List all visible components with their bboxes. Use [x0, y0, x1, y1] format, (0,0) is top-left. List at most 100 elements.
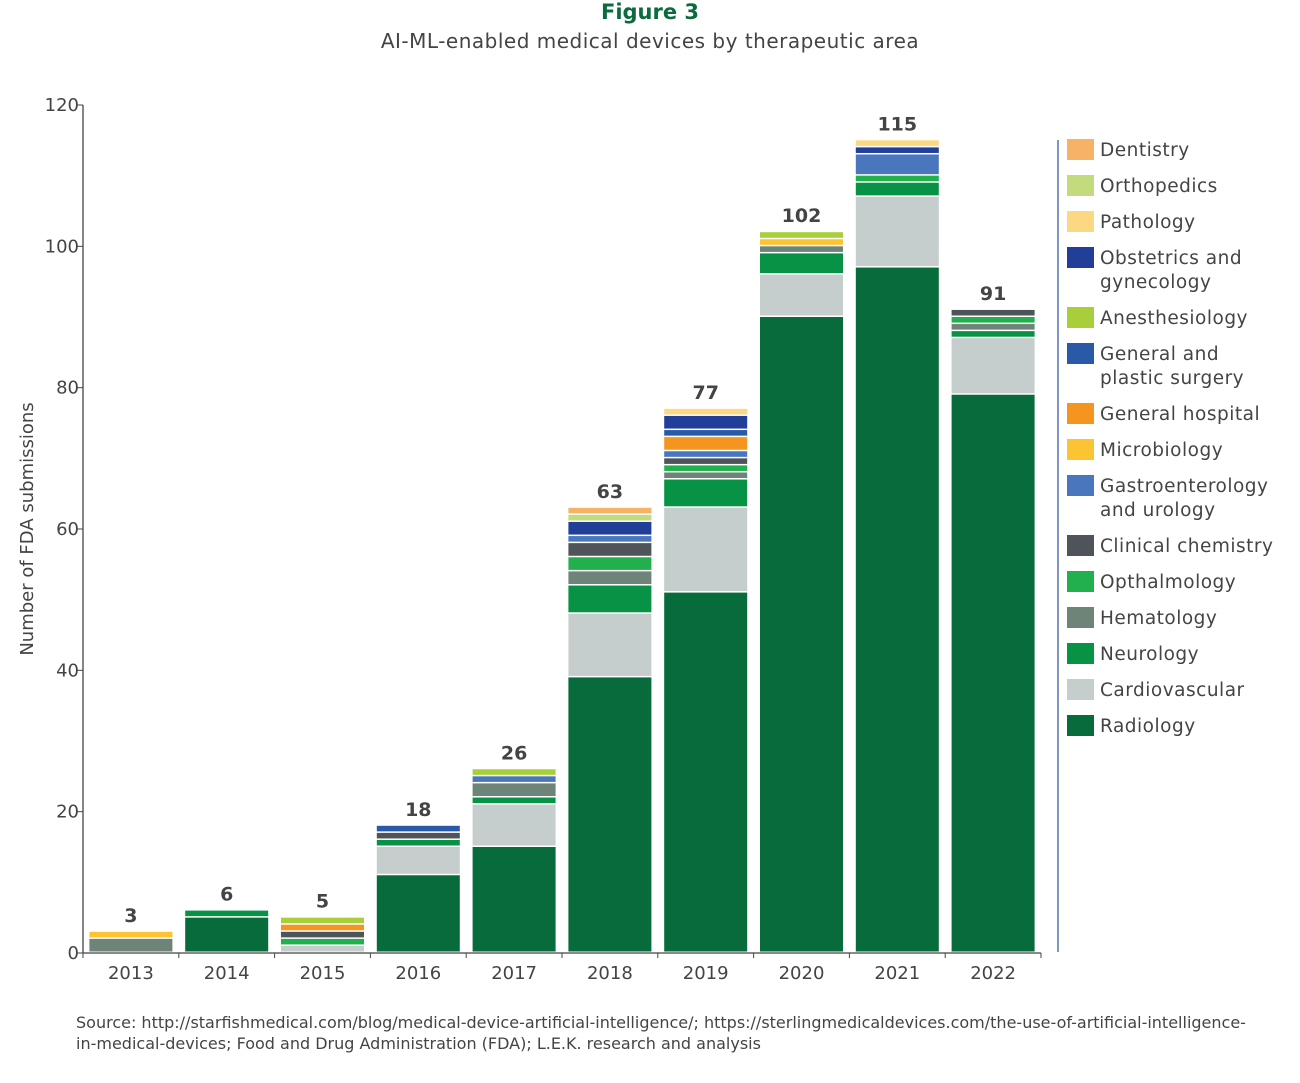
y-tick-label: 0	[68, 943, 79, 964]
legend-label: Cardiovascular	[1100, 680, 1245, 701]
bar-segment-opthalmology	[568, 557, 652, 570]
legend-swatch	[1067, 247, 1094, 268]
bar-segment-gastroenterology-and-urology	[664, 451, 748, 457]
y-tick-label: 20	[56, 802, 79, 823]
legend-label: Opthalmology	[1100, 572, 1236, 593]
x-tick-label: 2015	[300, 963, 346, 984]
legend-swatch	[1067, 643, 1094, 664]
bar-segment-gastroenterology-and-urology	[568, 536, 652, 542]
legend-swatch	[1067, 307, 1094, 328]
bar-segment-clinical-chemistry	[281, 931, 364, 938]
bar-segment-general-and-plastic-surgery	[376, 825, 460, 832]
legend-label: Obstetrics and	[1100, 248, 1242, 269]
bar-segment-hematology	[568, 571, 652, 585]
bar-segment-radiology	[472, 847, 556, 952]
legend-swatch	[1067, 343, 1094, 364]
x-tick-label: 2018	[587, 963, 633, 984]
bar-segment-clinical-chemistry	[568, 543, 652, 556]
chart-subtitle: AI-ML-enabled medical devices by therape…	[380, 29, 920, 53]
bar-segment-cardiovascular	[855, 196, 939, 267]
bar-segment-cardiovascular	[664, 507, 748, 592]
bar-total-label: 6	[220, 884, 233, 906]
legend-swatch	[1067, 439, 1094, 460]
bar-segment-gastroenterology-and-urology	[472, 776, 556, 782]
bar-segment-radiology	[760, 317, 843, 952]
bar-segment-pathology	[664, 408, 748, 415]
x-tick-label: 2019	[683, 963, 729, 984]
bar-segment-radiology	[185, 917, 269, 952]
bar-segment-cardiovascular	[568, 613, 652, 676]
bar-total-label: 63	[597, 481, 623, 503]
bar-segment-neurology	[855, 182, 939, 196]
bar-total-label: 115	[877, 113, 917, 135]
legend-label: plastic surgery	[1100, 368, 1244, 389]
bar-segment-neurology	[472, 797, 556, 804]
legend-swatch	[1067, 475, 1094, 496]
y-tick-label: 100	[45, 236, 79, 257]
legend-swatch	[1067, 211, 1094, 232]
bar-segment-opthalmology	[664, 465, 748, 471]
bar-segment-neurology	[664, 479, 748, 507]
legend-label: Pathology	[1100, 212, 1196, 233]
bar-segment-clinical-chemistry	[664, 458, 748, 464]
bar-segment-anesthesiology	[760, 232, 843, 238]
bar-segment-radiology	[568, 677, 652, 952]
bar-segment-hematology	[472, 783, 556, 797]
y-axis-label: Number of FDA submissions	[17, 402, 38, 655]
x-tick-label: 2014	[204, 963, 250, 984]
bar-segment-clinical-chemistry	[951, 309, 1035, 316]
legend-label: Radiology	[1100, 716, 1196, 737]
bar-segment-general-hospital	[664, 437, 748, 450]
bar-total-label: 91	[980, 283, 1006, 305]
bar-segment-obstetrics-and-gynecology	[855, 147, 939, 153]
legend-label: Hematology	[1100, 608, 1217, 629]
legend-label: Orthopedics	[1100, 176, 1218, 197]
bar-segment-opthalmology	[951, 317, 1035, 323]
legend-label: and urology	[1100, 500, 1216, 521]
x-tick-label: 2017	[491, 963, 537, 984]
bar-segment-anesthesiology	[472, 769, 556, 775]
bar-segment-opthalmology	[281, 938, 364, 945]
bar-segment-neurology	[568, 585, 652, 613]
bar-segment-anesthesiology	[281, 917, 364, 924]
bar-segment-microbiology	[89, 931, 173, 938]
bar-total-label: 77	[692, 382, 718, 404]
x-tick-label: 2016	[395, 963, 441, 984]
y-tick-label: 120	[45, 95, 79, 116]
x-tick-label: 2020	[779, 963, 825, 984]
legend-label: Dentistry	[1100, 140, 1190, 161]
bar-segment-gastroenterology-and-urology	[855, 154, 939, 175]
y-tick-label: 60	[56, 519, 79, 540]
legend-label: Anesthesiology	[1100, 308, 1248, 329]
bar-segment-opthalmology	[855, 175, 939, 182]
bar-total-label: 26	[501, 742, 527, 764]
bar-segment-neurology	[376, 839, 460, 846]
legend-label: gynecology	[1100, 272, 1211, 293]
bar-segment-hematology	[760, 246, 843, 252]
chart-title: Figure 3	[600, 0, 700, 24]
legend-swatch	[1067, 175, 1094, 196]
x-tick-label: 2022	[970, 963, 1016, 984]
y-tick-label: 80	[56, 378, 79, 399]
bar-segment-general-hospital	[281, 924, 364, 931]
bar-total-label: 3	[124, 905, 137, 927]
bar-segment-radiology	[951, 394, 1035, 952]
bar-segment-general-and-plastic-surgery	[664, 430, 748, 436]
bar-segment-orthopedics	[568, 514, 652, 521]
source-note: Source: http://starfishmedical.com/blog/…	[76, 1013, 1246, 1053]
bar-segment-obstetrics-and-gynecology	[664, 415, 748, 429]
bar-segment-dentistry	[568, 507, 652, 514]
legend-label: Gastroenterology	[1100, 476, 1269, 497]
bar-segment-radiology	[664, 592, 748, 952]
legend-swatch	[1067, 715, 1094, 736]
legend-label: General hospital	[1100, 404, 1260, 425]
bar-segment-cardiovascular	[951, 338, 1035, 394]
legend-swatch	[1067, 403, 1094, 424]
bar-segment-cardiovascular	[760, 274, 843, 316]
bar-segment-neurology	[760, 253, 843, 274]
legend-swatch	[1067, 139, 1094, 160]
legend-swatch	[1067, 535, 1094, 556]
bar-segment-cardiovascular	[376, 847, 460, 874]
bar-segment-radiology	[376, 875, 460, 952]
legend-label: General and	[1100, 344, 1219, 365]
